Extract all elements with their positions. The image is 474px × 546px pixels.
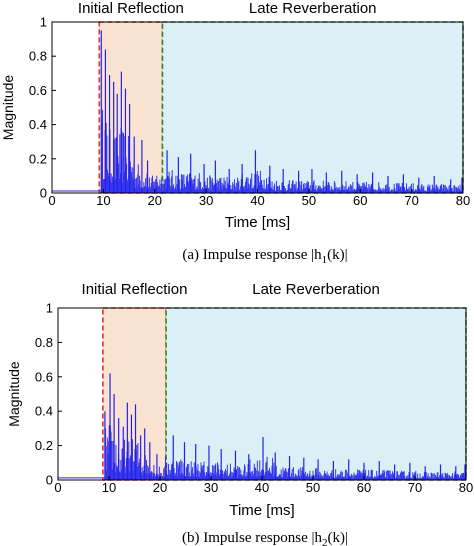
- y-tick-label: 0.8: [29, 49, 47, 64]
- y-tick-label: 1: [40, 15, 47, 30]
- late-reverberation-region: [165, 307, 467, 481]
- x-tick-label: 20: [153, 480, 167, 495]
- x-axis-label: Time [ms]: [229, 502, 294, 519]
- x-tick-label: 30: [199, 193, 213, 208]
- y-tick-label: 0.6: [35, 369, 53, 384]
- x-tick-label: 80: [456, 193, 470, 208]
- x-tick-label: 60: [357, 480, 371, 495]
- y-tick-label: 0.2: [35, 438, 53, 453]
- x-axis-label: Time [ms]: [225, 214, 290, 231]
- initial-reflection-region-label: Initial Reflection: [82, 281, 188, 298]
- y-axis-label: Magnitude: [0, 75, 16, 141]
- x-tick-label: 20: [148, 193, 162, 208]
- x-tick-label: 40: [255, 480, 269, 495]
- x-tick-label: 0: [54, 480, 61, 495]
- x-tick-label: 0: [48, 193, 55, 208]
- y-tick-label: 0.6: [29, 83, 47, 98]
- x-tick-label: 30: [204, 480, 218, 495]
- y-axis-label: Magnitude: [6, 361, 22, 427]
- x-tick-label: 40: [250, 193, 264, 208]
- x-tick-label: 80: [459, 480, 473, 495]
- initial-reflection-region-label: Initial Reflection: [78, 0, 184, 17]
- x-tick-label: 70: [404, 193, 418, 208]
- x-tick-label: 10: [96, 193, 110, 208]
- impulse-response-series: [58, 373, 466, 480]
- y-tick-label: 0: [40, 186, 47, 201]
- late-reverberation-region: [161, 21, 464, 194]
- y-tick-label: 0.8: [35, 335, 53, 350]
- y-tick-label: 0: [46, 473, 53, 488]
- x-tick-label: 70: [408, 480, 422, 495]
- late-reverberation-region-label: Late Reverberation: [252, 281, 380, 298]
- y-tick-label: 1: [46, 301, 53, 316]
- x-tick-label: 60: [353, 193, 367, 208]
- late-reverberation-region-label: Late Reverberation: [249, 0, 377, 17]
- x-tick-label: 50: [302, 193, 316, 208]
- figure-caption: (a) Impulse response |h1(k)|: [182, 247, 347, 266]
- y-tick-label: 0.4: [35, 404, 53, 419]
- x-tick-label: 10: [102, 480, 116, 495]
- figure-caption: (b) Impulse response |h2(k)|: [182, 530, 348, 546]
- impulse-response-series: [52, 30, 464, 193]
- y-tick-label: 0.2: [29, 151, 47, 166]
- x-tick-label: 50: [306, 480, 320, 495]
- y-tick-label: 0.4: [29, 117, 47, 132]
